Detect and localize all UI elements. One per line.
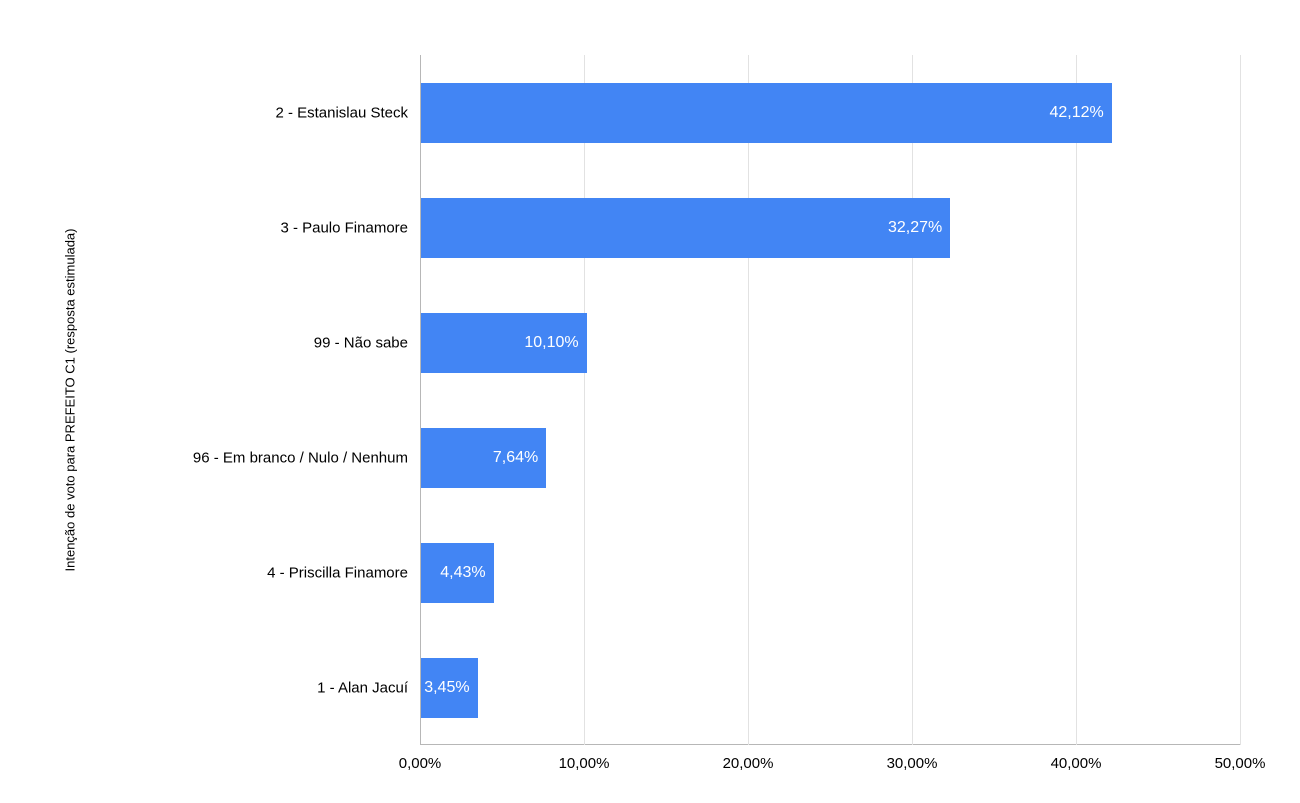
bar: 4,43% — [421, 543, 494, 603]
gridline — [1240, 55, 1241, 745]
x-tick-label: 0,00% — [399, 755, 442, 772]
bar-value-label: 42,12% — [1050, 104, 1104, 122]
bar: 10,10% — [421, 313, 587, 373]
plot-area: 2 - Estanislau Steck 42,12% 3 - Paulo Fi… — [420, 55, 1240, 745]
x-tick-label: 40,00% — [1051, 755, 1102, 772]
bar-row: 1 - Alan Jacuí 3,45% — [420, 630, 1240, 745]
bar: 7,64% — [421, 428, 546, 488]
category-label: 96 - Em branco / Nulo / Nenhum — [193, 449, 420, 466]
bar-value-label: 3,45% — [424, 679, 469, 697]
chart-container: Intenção de voto para PREFEITO C1 (respo… — [0, 0, 1300, 803]
x-tick-label: 30,00% — [887, 755, 938, 772]
category-label: 99 - Não sabe — [314, 334, 420, 351]
bar-row: 99 - Não sabe 10,10% — [420, 285, 1240, 400]
category-label: 3 - Paulo Finamore — [280, 219, 420, 236]
x-tick-label: 10,00% — [559, 755, 610, 772]
bar-row: 96 - Em branco / Nulo / Nenhum 7,64% — [420, 400, 1240, 515]
y-axis-label: Intenção de voto para PREFEITO C1 (respo… — [63, 229, 78, 572]
bar-value-label: 10,10% — [524, 334, 578, 352]
bar-row: 3 - Paulo Finamore 32,27% — [420, 170, 1240, 285]
bar: 42,12% — [421, 83, 1112, 143]
category-label: 1 - Alan Jacuí — [317, 679, 420, 696]
x-tick-label: 50,00% — [1215, 755, 1266, 772]
category-label: 2 - Estanislau Steck — [275, 104, 420, 121]
bar-value-label: 7,64% — [493, 449, 538, 467]
category-label: 4 - Priscilla Finamore — [267, 564, 420, 581]
bar-value-label: 4,43% — [440, 564, 485, 582]
x-tick-label: 20,00% — [723, 755, 774, 772]
bar-row: 2 - Estanislau Steck 42,12% — [420, 55, 1240, 170]
bar-row: 4 - Priscilla Finamore 4,43% — [420, 515, 1240, 630]
bar-value-label: 32,27% — [888, 219, 942, 237]
bar: 3,45% — [421, 658, 478, 718]
bar: 32,27% — [421, 198, 950, 258]
